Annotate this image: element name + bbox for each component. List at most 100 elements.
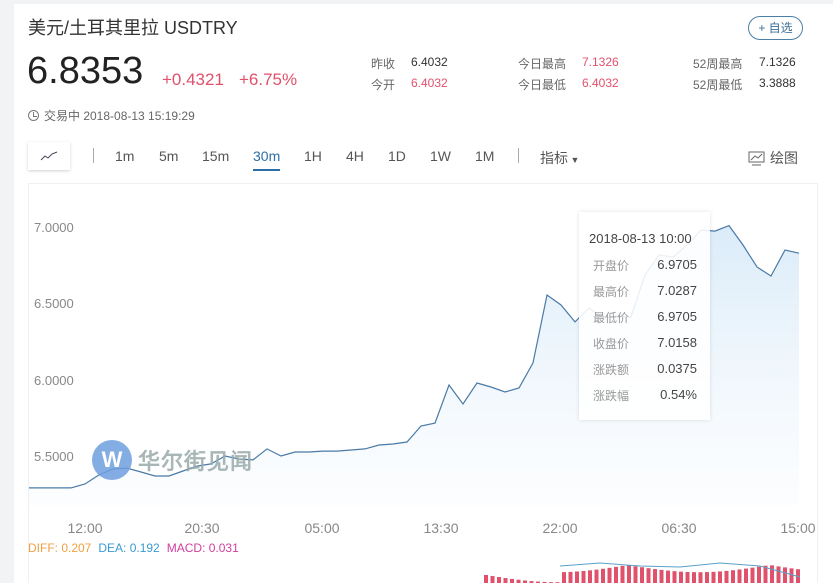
macd-bar xyxy=(770,565,774,583)
y-tick: 5.5000 xyxy=(34,449,74,464)
last-price: 6.8353 xyxy=(27,50,144,92)
macd-bar xyxy=(627,565,631,583)
x-tick: 12:00 xyxy=(67,520,103,536)
macd-bar xyxy=(594,569,599,583)
draw-button[interactable]: 绘图 xyxy=(748,148,798,168)
price-chart-area xyxy=(28,183,818,583)
tooltip-date: 2018-08-13 10:00 xyxy=(589,231,692,246)
x-tick: 05:00 xyxy=(304,520,340,536)
tooltip-low: 最低价 6.9705 xyxy=(593,309,697,325)
tab-1m[interactable]: 1m xyxy=(115,148,135,164)
tooltip-high: 最高价 7.0287 xyxy=(593,283,697,299)
y-tick: 6.0000 xyxy=(34,373,74,388)
dea-line xyxy=(559,562,801,578)
macd-dea: DEA: 0.192 xyxy=(98,541,160,555)
x-tick: 20:30 xyxy=(184,520,220,536)
macd-bar xyxy=(789,568,794,583)
tab-1w[interactable]: 1W xyxy=(430,148,451,164)
macd-bar xyxy=(763,565,768,583)
wallstreetcn-logo: W xyxy=(92,440,132,480)
macd-bar xyxy=(568,571,573,583)
macd-bar xyxy=(698,572,703,583)
y-tick: 7.0000 xyxy=(34,220,74,235)
macd-bar xyxy=(490,576,495,583)
macd-bar xyxy=(646,568,651,583)
macd-bar xyxy=(711,571,716,583)
macd-bar xyxy=(757,566,761,583)
status-text: 交易中 2018-08-13 15:19:29 xyxy=(44,109,195,123)
macd-bar xyxy=(523,580,527,583)
x-tick: 06:30 xyxy=(661,520,697,536)
tab-30m[interactable]: 30m xyxy=(253,148,281,171)
macd-bar xyxy=(653,569,657,583)
macd-bar xyxy=(659,569,664,583)
macd-bar xyxy=(776,566,781,583)
tooltip-close: 收盘价 7.0158 xyxy=(593,335,697,351)
macd-bar xyxy=(529,581,534,583)
macd-bar xyxy=(497,577,501,583)
tooltip-open: 开盘价 6.9705 xyxy=(593,257,697,273)
macd-bar xyxy=(685,571,690,583)
tab-1mo[interactable]: 1M xyxy=(475,148,495,164)
indicators-dropdown[interactable]: 指标 ▼ xyxy=(540,150,580,166)
macd-bar xyxy=(516,579,521,583)
macd-bar xyxy=(783,567,787,583)
macd-bar xyxy=(503,578,508,583)
tab-1d[interactable]: 1D xyxy=(388,148,406,164)
caret-down-icon: ▼ xyxy=(568,155,580,165)
divider xyxy=(518,148,519,163)
macd-legend: DIFF: 0.207 DEA: 0.192 MACD: 0.031 xyxy=(28,541,239,555)
x-tick: 13:30 xyxy=(423,520,459,536)
macd-bar xyxy=(666,570,670,583)
divider xyxy=(93,148,94,163)
y-tick: 6.5000 xyxy=(34,296,74,311)
macd-bar xyxy=(575,571,579,583)
macd-bar xyxy=(562,572,566,583)
macd-bar xyxy=(718,571,722,583)
macd-bar xyxy=(737,569,742,583)
macd-bar xyxy=(724,570,729,583)
macd-diff: DIFF: 0.207 xyxy=(28,541,92,555)
macd-bar xyxy=(614,566,618,583)
tooltip-change: 涨跌额 0.0375 xyxy=(593,361,697,377)
macd-bar xyxy=(744,568,748,583)
macd-bar xyxy=(640,567,644,583)
macd-bar xyxy=(620,565,625,583)
macd-bar xyxy=(588,570,592,583)
macd-bar xyxy=(750,567,755,583)
macd-bar xyxy=(692,572,696,583)
macd-bar xyxy=(731,570,735,583)
clock-icon xyxy=(28,110,39,121)
macd-bar xyxy=(536,581,540,583)
macd-bar xyxy=(633,566,638,583)
add-favorite-button[interactable]: + 自选 xyxy=(748,16,803,40)
chart-type-button[interactable] xyxy=(28,142,70,170)
macd-bar xyxy=(672,571,677,583)
price-change-percent: +6.75% xyxy=(239,70,298,89)
draw-chart-icon xyxy=(748,151,765,165)
macd-bar xyxy=(705,572,709,583)
tab-15m[interactable]: 15m xyxy=(202,148,230,164)
watermark: W 华尔街见闻 xyxy=(92,440,253,480)
line-chart-icon xyxy=(40,151,58,161)
price-change: +0.4321 xyxy=(162,70,224,89)
chart-toolbar: 1m 5m 15m 30m 1H 4H 1D 1W 1M 指标 ▼ 绘图 xyxy=(28,142,818,172)
macd-bar xyxy=(607,567,612,583)
macd-value: MACD: 0.031 xyxy=(166,541,239,555)
trading-status: 交易中 2018-08-13 15:19:29 xyxy=(28,107,195,124)
macd-bar xyxy=(484,575,488,583)
macd-bar xyxy=(581,570,586,583)
macd-bar xyxy=(510,578,514,583)
tooltip-change-pct: 涨跌幅 0.54% xyxy=(593,387,697,403)
candle-tooltip: 2018-08-13 10:00 开盘价 6.9705 最高价 7.0287 最低价… xyxy=(579,212,710,420)
macd-bar xyxy=(601,568,605,583)
tab-5m[interactable]: 5m xyxy=(159,148,179,164)
tab-4h[interactable]: 4H xyxy=(346,148,364,164)
instrument-title: 美元/土耳其里拉 USDTRY xyxy=(28,18,238,38)
x-tick: 15:00 xyxy=(780,520,816,536)
macd-bar xyxy=(679,571,683,583)
tab-1h[interactable]: 1H xyxy=(304,148,322,164)
x-tick: 22:00 xyxy=(542,520,578,536)
price-area-fill xyxy=(29,225,799,505)
macd-bar xyxy=(542,581,547,583)
